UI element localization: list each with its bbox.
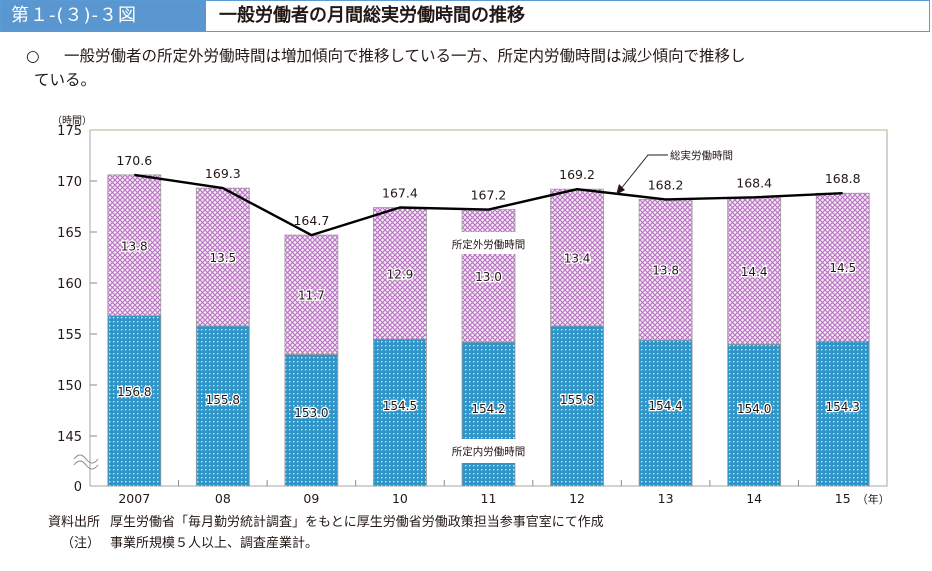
- bar-overtime-value: 12.9: [387, 267, 414, 281]
- line-total-value: 169.3: [205, 166, 241, 181]
- x-tick-label: 14: [746, 491, 762, 506]
- callout-leader: [619, 154, 668, 191]
- bar-scheduled-hours: [107, 315, 162, 487]
- bar-overtime-value: 13.8: [652, 264, 679, 278]
- bar-overtime-value: 14.5: [829, 261, 856, 275]
- y-tick-label: 145: [57, 430, 82, 445]
- line-total-value: 168.8: [825, 171, 861, 186]
- line-total-value: 170.6: [116, 153, 152, 168]
- bar-scheduled-hours: [284, 353, 339, 487]
- bar-scheduled-value: 154.4: [648, 399, 682, 413]
- bar-overtime-hours: [107, 174, 162, 317]
- bar-overtime-hours: [284, 234, 339, 355]
- bar-scheduled-value: 156.8: [117, 385, 151, 399]
- bar-scheduled-value: 154.0: [737, 402, 771, 416]
- x-tick-label: 2007: [118, 491, 150, 506]
- summary-line-1: 一般労働者の所定外労働時間は増加傾向で推移している一方、所定内労働時間は減少傾向…: [64, 47, 746, 65]
- total-series-label: 総実労働時間: [670, 149, 733, 162]
- y-tick-label: 0: [74, 480, 82, 495]
- x-tick-label: 08: [215, 491, 231, 506]
- y-tick-label: 170: [57, 175, 82, 190]
- summary-line-2: ている。: [34, 71, 97, 89]
- y-tick-label: 150: [57, 379, 82, 394]
- bar-overtime-value: 14.4: [741, 265, 768, 279]
- bullet-circle-icon: ○: [26, 47, 40, 65]
- axis-break-icon: [73, 454, 99, 470]
- bar-scheduled-hours: [815, 340, 870, 487]
- bar-overtime-value: 13.5: [209, 251, 236, 265]
- bar-overtime-value: 13.8: [121, 239, 148, 253]
- bar-scheduled-hours: [727, 343, 782, 487]
- note-remark-label: （注）: [60, 536, 100, 551]
- bar-scheduled-value: 154.5: [383, 399, 417, 413]
- bar-scheduled-value: 155.8: [206, 393, 240, 407]
- summary-text: ○ 一般労働者の所定外労働時間は増加傾向で推移している一方、所定内労働時間は減少…: [26, 44, 906, 89]
- x-axis-unit-label: （年）: [857, 492, 890, 506]
- figure-number: 第１-(３)-３図: [1, 1, 206, 31]
- callout-arrow-icon: [616, 184, 625, 195]
- bar-scheduled-hours: [550, 325, 604, 487]
- bar-overtime-hours: [638, 198, 693, 341]
- x-tick-label: 12: [569, 491, 585, 506]
- bar-overtime-hours: [550, 188, 604, 327]
- figure-title: 一般労働者の月間総実労働時間の推移: [219, 5, 525, 26]
- note-remark-text: 事業所規模５人以上、調査産業計。: [110, 536, 319, 551]
- line-total-value: 168.4: [736, 175, 772, 190]
- x-tick-label: 10: [392, 491, 408, 506]
- line-total-value: 167.4: [382, 186, 418, 201]
- y-tick-label: 165: [57, 226, 82, 241]
- bar-scheduled-value: 154.2: [471, 402, 505, 416]
- note-source-label: 資料出所: [47, 515, 100, 530]
- notes: 資料出所 厚生労働省「毎月勤労統計調査」をもとに厚生労働省労働政策担当参事官室に…: [36, 512, 604, 554]
- bar-scheduled-hours: [373, 338, 427, 487]
- y-tick-label: 155: [57, 328, 82, 343]
- bar-overtime-hours: [727, 196, 782, 345]
- line-total-value: 169.2: [559, 167, 595, 182]
- bar-scheduled-hours: [638, 339, 693, 487]
- bar-overtime-value: 13.4: [564, 252, 591, 266]
- y-axis-unit-label: （時間）: [52, 115, 92, 127]
- note-remark: （注） 事業所規模５人以上、調査産業計。: [36, 533, 604, 554]
- scheduled-series-label: 所定内労働時間: [452, 445, 526, 458]
- line-total-value: 164.7: [293, 213, 329, 228]
- bar-overtime-hours: [195, 187, 250, 327]
- x-tick-label: 15: [835, 491, 851, 506]
- y-tick-label: 160: [57, 277, 82, 292]
- scheduled-label-bg: [444, 439, 533, 463]
- bar-overtime-value: 11.7: [298, 289, 325, 303]
- line-total-hours: [134, 173, 843, 237]
- x-tick-label: 13: [658, 491, 674, 506]
- bar-overtime-hours: [815, 192, 870, 342]
- bar-scheduled-value: 153.0: [294, 406, 328, 420]
- bar-overtime-hours: [461, 209, 516, 343]
- note-source: 資料出所 厚生労働省「毎月勤労統計調査」をもとに厚生労働省労働政策担当参事官室に…: [36, 512, 604, 533]
- overtime-series-label: 所定外労働時間: [452, 238, 526, 251]
- y-tick-label: 175: [57, 124, 82, 139]
- bar-scheduled-value: 154.3: [826, 400, 860, 414]
- line-total-value: 168.2: [648, 177, 684, 192]
- bar-overtime-value: 13.0: [475, 270, 502, 284]
- figure-header: 第１-(３)-３図 一般労働者の月間総実労働時間の推移: [0, 0, 930, 32]
- bar-scheduled-value: 155.8: [560, 393, 594, 407]
- note-source-text: 厚生労働省「毎月勤労統計調査」をもとに厚生労働省労働政策担当参事官室にて作成: [110, 515, 604, 530]
- x-tick-label: 11: [481, 491, 497, 506]
- x-tick-label: 09: [303, 491, 319, 506]
- overtime-label-bg: [444, 232, 533, 254]
- line-total-value: 167.2: [471, 188, 507, 203]
